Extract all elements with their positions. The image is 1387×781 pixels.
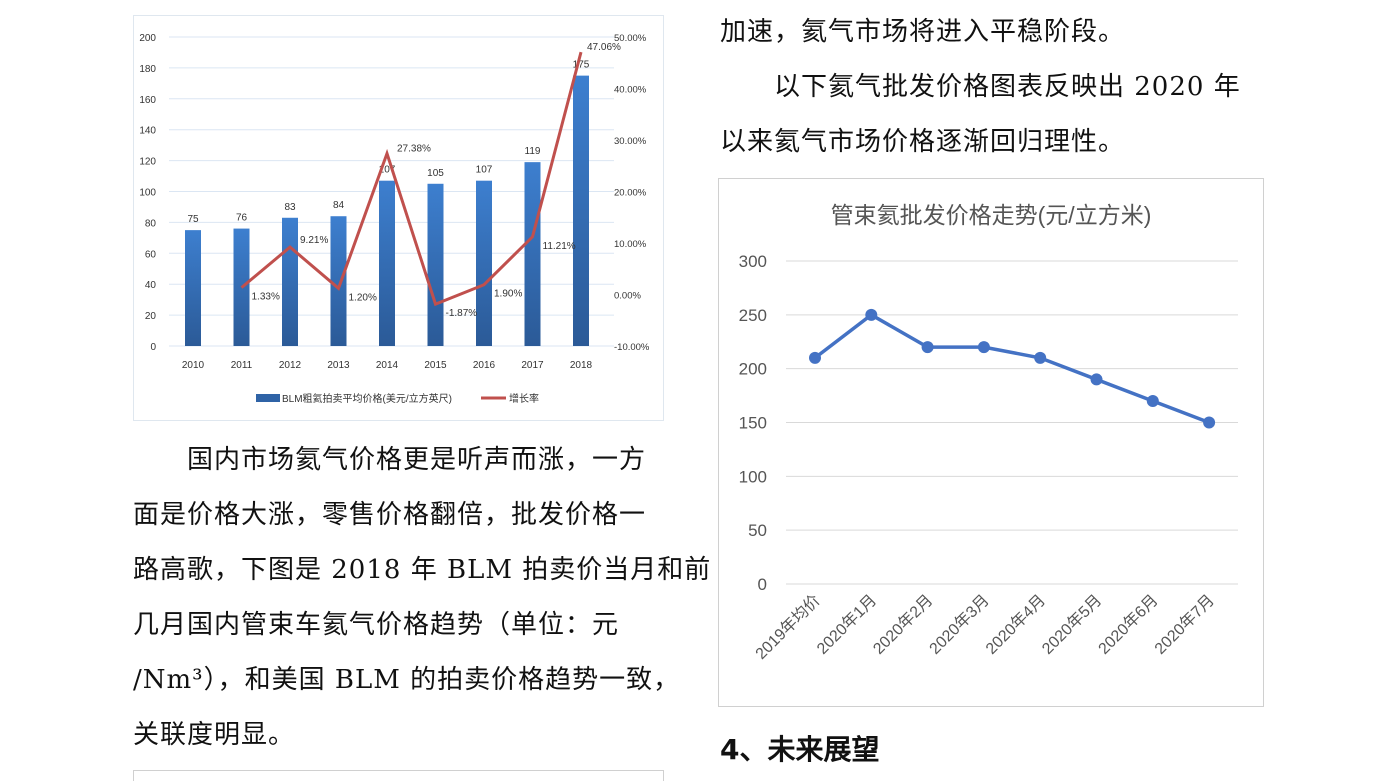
x-tick-label: 2020年5月	[1039, 591, 1106, 658]
text-line: 以下氦气批发价格图表反映出 2020 年	[720, 72, 1241, 102]
text-line: 加速，氦气市场将进入平稳阶段。	[720, 17, 1126, 47]
text-line: 几月国内管束车氦气价格趋势（单位：元	[133, 610, 620, 640]
blm-chart: 0 20 40 60 80 100 120 140 160 180 200 -10.00% 0.00% 1…	[133, 15, 664, 421]
x-tick-label: 2020年3月	[926, 591, 993, 658]
wholesale-price-chart: 管束氦批发价格走势(元/立方米) 0 50 100 150 200 250 300 2019年均…	[718, 178, 1264, 707]
x-tick-label: 2013	[327, 360, 350, 371]
x-tick-label: 2012	[279, 360, 302, 371]
right-paragraph: 加速，氦气市场将进入平稳阶段。 以下氦气批发价格图表反映出 2020 年 以来氦…	[720, 5, 1241, 170]
x-tick-label: 2019年均价	[752, 591, 824, 663]
bar-value-label: 76	[236, 213, 248, 224]
bar	[379, 180, 395, 346]
x-tick-label: 2020年6月	[1095, 591, 1162, 658]
text-line: 面是价格大涨，零售价格翻倍，批发价格一	[133, 500, 647, 530]
y2-tick-label: 40.00%	[614, 85, 647, 96]
x-tick-label: 2020年4月	[982, 591, 1049, 658]
left-paragraph: 国内市场氦气价格更是听声而涨，一方 面是价格大涨，零售价格翻倍，批发价格一 路高…	[133, 433, 711, 763]
bar	[282, 217, 298, 346]
y2-tick-label: 30.00%	[614, 136, 647, 147]
bar-value-label: 119	[525, 146, 541, 157]
x-tick-label: 2011	[231, 360, 253, 371]
text-line: 路高歌，下图是 2018 年 BLM 拍卖价当月和前	[133, 555, 712, 585]
wholesale-chart-svg: 管束氦批发价格走势(元/立方米) 0 50 100 150 200 250 300 2019年均…	[739, 202, 1238, 663]
y-tick-label: 50	[748, 521, 767, 540]
x-tick-label: 2016	[473, 360, 496, 371]
y-tick-label: 140	[139, 126, 156, 137]
bar-value-label: 75	[187, 214, 199, 225]
bar-value-label: 83	[284, 202, 296, 213]
growth-rate-label: 1.90%	[494, 289, 522, 300]
x-tick-label: 2020年2月	[870, 591, 937, 658]
bar-value-label: 175	[573, 60, 590, 71]
price-line	[813, 312, 1210, 425]
y-tick-label: 120	[139, 157, 156, 168]
x-tick-label: 2020年7月	[1151, 591, 1218, 658]
y-tick-label: 300	[739, 252, 767, 271]
growth-rate-label: -1.87%	[446, 308, 478, 319]
data-point	[809, 351, 821, 364]
growth-rate-label: 1.33%	[252, 292, 280, 303]
x-tick-label: 2014	[376, 360, 399, 371]
y-tick-label: 100	[739, 467, 767, 486]
data-point	[1034, 351, 1047, 364]
next-figure-edge	[133, 770, 664, 781]
y-tick-label: 40	[145, 280, 157, 291]
y-tick-label: 60	[145, 249, 157, 260]
data-point	[977, 341, 990, 354]
data-point	[921, 341, 934, 354]
y-tick-label: 200	[139, 33, 156, 44]
x-tick-label: 2020年1月	[813, 591, 880, 658]
growth-rate-label: 27.38%	[397, 143, 431, 154]
bar	[185, 230, 201, 346]
y-tick-label: 250	[739, 306, 767, 325]
y2-tick-label: 20.00%	[614, 188, 647, 199]
data-point	[1203, 416, 1216, 429]
y-tick-label: 0	[150, 342, 156, 353]
bar	[476, 180, 492, 346]
y-tick-label: 150	[739, 414, 767, 433]
text-line: /Nm³），和美国 BLM 的拍卖价格趋势一致，	[133, 665, 681, 695]
growth-rate-label: 11.21%	[543, 241, 576, 252]
text-line: 以来氦气市场价格逐渐回归理性。	[720, 127, 1126, 157]
data-point	[1146, 394, 1159, 407]
bar	[524, 162, 541, 346]
bar-value-label: 107	[379, 165, 396, 176]
y-tick-label: 0	[758, 575, 767, 594]
growth-rate-label: 1.20%	[349, 292, 377, 303]
chart-title: 管束氦批发价格走势(元/立方米)	[831, 202, 1152, 228]
text-line: 国内市场氦气价格更是听声而涨，一方	[133, 445, 647, 475]
data-point	[1090, 373, 1103, 386]
legend-line-label: 增长率	[509, 392, 539, 405]
y2-tick-label: 50.00%	[614, 33, 647, 44]
bar-value-label: 107	[476, 165, 493, 176]
legend-bar-label: BLM粗氦拍卖平均价格(美元/立方英尺)	[282, 392, 452, 405]
growth-rate-label: 47.06%	[587, 42, 621, 53]
x-tick-label: 2010	[182, 360, 205, 371]
y-tick-label: 160	[139, 95, 156, 106]
x-tick-label: 2015	[424, 360, 447, 371]
y2-tick-label: 10.00%	[614, 239, 647, 250]
y-tick-label: 100	[139, 188, 156, 199]
y-tick-label: 80	[145, 218, 157, 229]
bar-value-label: 105	[427, 168, 444, 179]
y-tick-label: 20	[145, 311, 157, 322]
data-point	[865, 308, 878, 321]
growth-rate-label: 9.21%	[300, 235, 328, 246]
growth-rate-line	[240, 51, 583, 307]
bar	[573, 75, 589, 346]
bar	[330, 216, 347, 346]
x-tick-label: 2017	[521, 360, 544, 371]
y-tick-label: 200	[739, 360, 767, 379]
y2-tick-label: 0.00%	[614, 291, 641, 302]
bar-value-label: 84	[333, 200, 345, 211]
blm-chart-svg: 0 20 40 60 80 100 120 140 160 180 200 -10.00% 0.00% 1…	[139, 33, 650, 405]
y-tick-label: 180	[139, 64, 156, 75]
y2-tick-label: -10.00%	[614, 342, 650, 353]
section-heading: 4、未来展望	[720, 733, 880, 766]
text-line: 关联度明显。	[133, 720, 296, 750]
x-tick-label: 2018	[570, 360, 593, 371]
legend-bar-swatch	[256, 394, 280, 402]
bar	[427, 183, 444, 346]
